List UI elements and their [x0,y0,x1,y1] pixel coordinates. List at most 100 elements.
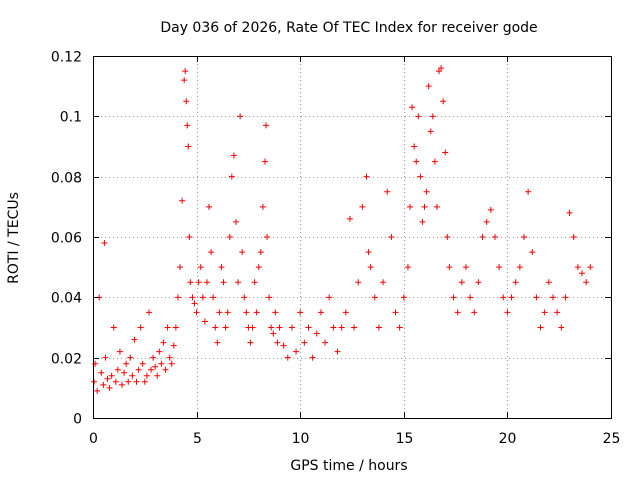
data-point [114,366,121,373]
data-point [152,363,159,370]
data-point [280,342,287,349]
data-point [108,372,115,379]
data-point [363,173,370,180]
data-point [224,309,231,316]
data-point [143,372,150,379]
data-point [516,264,523,271]
data-point [264,234,271,240]
data-point [116,348,123,355]
data-point [125,378,132,385]
data-point [491,234,498,240]
data-point [305,324,312,331]
data-point [133,378,140,385]
x-tick-label: 0 [89,431,98,447]
data-point [179,197,186,204]
data-point [137,324,144,331]
data-point [101,240,108,247]
data-points [91,65,594,394]
data-point [429,113,436,120]
data-point [222,324,229,331]
data-point [541,309,548,316]
data-point [388,234,395,240]
data-point [284,354,291,361]
y-tick-label: 0.04 [51,291,82,307]
data-point [212,324,219,331]
data-point [500,294,507,301]
data-point [243,309,250,316]
data-point [407,203,414,210]
data-point [549,294,556,301]
data-point [216,309,223,316]
y-tick-label: 0.06 [51,231,82,247]
data-point [106,384,113,391]
data-point [444,234,451,240]
data-point [525,188,532,195]
data-point [139,360,146,367]
data-point [322,339,329,346]
data-point [259,203,266,210]
data-point [247,339,254,346]
y-tick-label: 0.12 [51,50,82,66]
data-point [313,330,320,337]
data-point [226,234,233,240]
data-point [186,234,193,240]
data-point [239,249,246,256]
data-point [396,324,403,331]
data-point [214,339,221,346]
data-point [272,309,279,316]
data-point [253,309,260,316]
data-point [135,366,142,373]
data-point [156,348,163,355]
data-point [193,309,200,316]
data-point [197,264,204,271]
data-point [98,369,105,376]
x-tick-label: 5 [193,431,202,447]
data-point [427,128,434,135]
data-point [583,279,590,286]
data-point [145,309,152,316]
data-point [529,249,536,256]
data-point [440,98,447,105]
data-point [121,369,128,376]
data-point [187,279,194,286]
data-point [181,77,188,84]
data-point [454,309,461,316]
data-point [170,342,177,349]
data-point [351,324,358,331]
data-point [191,300,198,307]
data-point [104,375,111,382]
data-point [237,113,244,120]
data-point [210,294,217,301]
data-point [168,360,175,367]
data-point [537,324,544,331]
data-point [562,294,569,301]
data-point [338,324,345,331]
data-point [326,294,333,301]
data-point [203,279,210,286]
data-point [208,249,215,256]
data-point [475,279,482,286]
data-point [235,279,242,286]
data-point [251,279,258,286]
data-point [148,366,155,373]
data-point [162,366,169,373]
data-point [110,324,117,331]
data-point [154,372,161,379]
data-point [150,354,157,361]
data-point [380,279,387,286]
data-point [166,354,173,361]
data-point [533,294,540,301]
data-point [375,324,382,331]
data-point [558,324,565,331]
data-point [268,324,275,331]
chart-title: Day 036 of 2026, Rate Of TEC Index for r… [160,20,537,36]
x-tick-label: 15 [396,431,414,447]
data-point [504,309,511,316]
data-point [94,387,101,394]
data-point [400,294,407,301]
data-point [431,158,438,165]
data-point [419,218,426,225]
data-point [177,264,184,271]
data-point [483,218,490,225]
